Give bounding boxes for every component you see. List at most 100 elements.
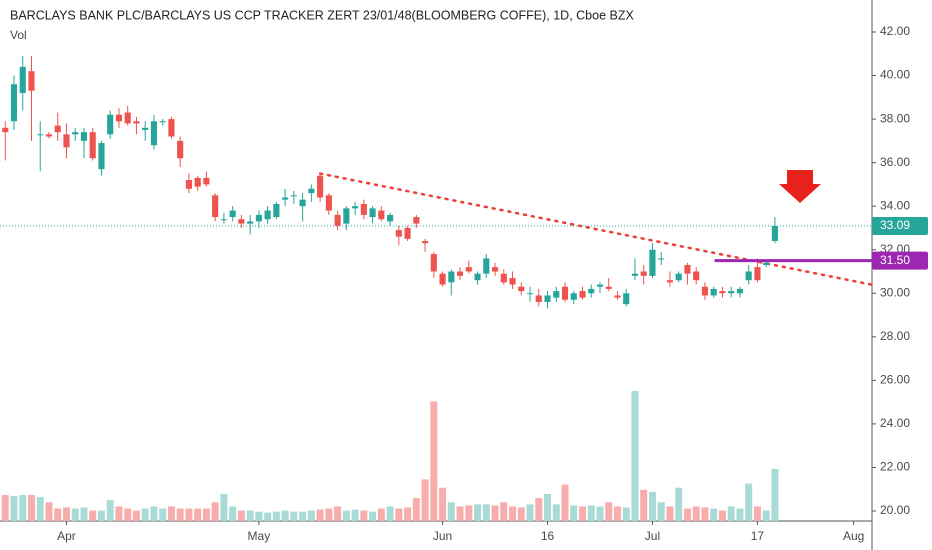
volume-bar xyxy=(45,502,53,521)
volume-bar xyxy=(299,511,307,521)
volume-bar xyxy=(701,507,709,521)
volume-bar xyxy=(421,479,429,521)
candle-body xyxy=(19,66,26,93)
volume-bar xyxy=(640,489,648,521)
y-tick-label: 38.00 xyxy=(880,111,910,125)
volume-bar xyxy=(692,506,700,521)
candle-body xyxy=(80,132,88,141)
candle-body xyxy=(710,288,717,296)
volume-bar xyxy=(570,505,578,521)
volume-bar xyxy=(150,506,158,521)
candle-body xyxy=(387,214,394,222)
horizontal-line-label: 31.50 xyxy=(880,253,910,267)
candle-body xyxy=(352,206,359,209)
last-price-label: 33.09 xyxy=(880,218,910,232)
volume-bar xyxy=(97,510,105,521)
volume-bar xyxy=(10,496,18,521)
candle-body xyxy=(728,291,735,294)
candle-body xyxy=(124,112,131,124)
candle-body xyxy=(754,267,761,281)
candle-body xyxy=(107,114,114,135)
signal-arrow xyxy=(779,170,821,203)
candle-body xyxy=(456,271,464,276)
candle-body xyxy=(177,140,184,159)
volume-bar xyxy=(648,491,656,521)
candle-body xyxy=(299,199,306,207)
volume-bar xyxy=(264,512,272,521)
candle-body xyxy=(395,230,402,237)
horizontal-line-box xyxy=(872,251,928,270)
candle-body xyxy=(89,132,96,159)
candle-body xyxy=(247,221,254,224)
y-tick-label: 20.00 xyxy=(880,503,910,517)
candle-body xyxy=(763,262,770,265)
volume-bar xyxy=(202,508,210,521)
volume-bar xyxy=(194,508,202,521)
y-tick-label: 36.00 xyxy=(880,155,910,169)
volume-bar xyxy=(552,504,560,521)
volume-bar xyxy=(762,510,770,521)
candle-body xyxy=(701,286,709,296)
volume-bar xyxy=(718,510,726,521)
volume-bar xyxy=(771,469,779,521)
candle-body xyxy=(474,273,481,281)
y-tick-label: 28.00 xyxy=(880,329,910,343)
candle-body xyxy=(491,267,499,272)
volume-bar xyxy=(255,511,263,521)
candle-body xyxy=(693,271,700,281)
volume-bar xyxy=(491,505,499,521)
volume-bar xyxy=(220,493,228,521)
candle-body xyxy=(422,241,429,244)
candle-body xyxy=(203,177,210,185)
candle-body xyxy=(168,119,175,137)
candle-body xyxy=(649,249,656,276)
candle-body xyxy=(579,291,586,298)
candle-body xyxy=(220,219,227,221)
volume-bar xyxy=(377,508,385,521)
volume-bar xyxy=(745,483,753,521)
volume-bar xyxy=(544,493,552,521)
candle-body xyxy=(518,286,525,292)
y-tick-label: 30.00 xyxy=(880,285,910,299)
volume-bar xyxy=(596,506,604,521)
volume-bar xyxy=(535,498,543,521)
candle-body xyxy=(159,121,166,123)
volume-bar xyxy=(132,510,140,521)
volume-bar xyxy=(675,487,683,521)
volume-bar xyxy=(622,507,630,521)
candle-body xyxy=(771,225,778,242)
candle-body xyxy=(570,293,577,300)
volume-bar xyxy=(316,509,324,521)
volume-bar xyxy=(500,502,508,521)
volume-bar xyxy=(412,498,420,521)
trendline xyxy=(318,172,873,286)
candle-body xyxy=(553,291,560,298)
volume-bar xyxy=(124,508,132,521)
candle-body xyxy=(544,295,551,302)
candle-body xyxy=(290,195,297,197)
candle-body xyxy=(483,258,490,274)
volume-bar xyxy=(36,497,44,521)
candle-body xyxy=(404,227,411,239)
volume-bar xyxy=(465,505,473,521)
candle-body xyxy=(282,197,289,200)
candle-body xyxy=(605,286,612,289)
candle-body xyxy=(37,134,44,136)
volume-bar xyxy=(456,506,464,521)
x-tick-label: Jun xyxy=(433,529,452,543)
volume-bar xyxy=(246,510,254,521)
candle-body xyxy=(614,295,621,298)
candle-body xyxy=(10,84,18,122)
candle-body xyxy=(369,208,376,218)
volume-bar xyxy=(753,506,761,521)
volume-bar xyxy=(54,508,62,521)
x-tick-label: 16 xyxy=(541,529,555,543)
x-tick-label: Jul xyxy=(645,529,660,543)
candle-body xyxy=(535,295,542,302)
volume-bar xyxy=(167,506,175,521)
candle-body xyxy=(360,204,367,215)
volume-bar xyxy=(272,511,280,521)
volume-bar xyxy=(325,508,333,521)
